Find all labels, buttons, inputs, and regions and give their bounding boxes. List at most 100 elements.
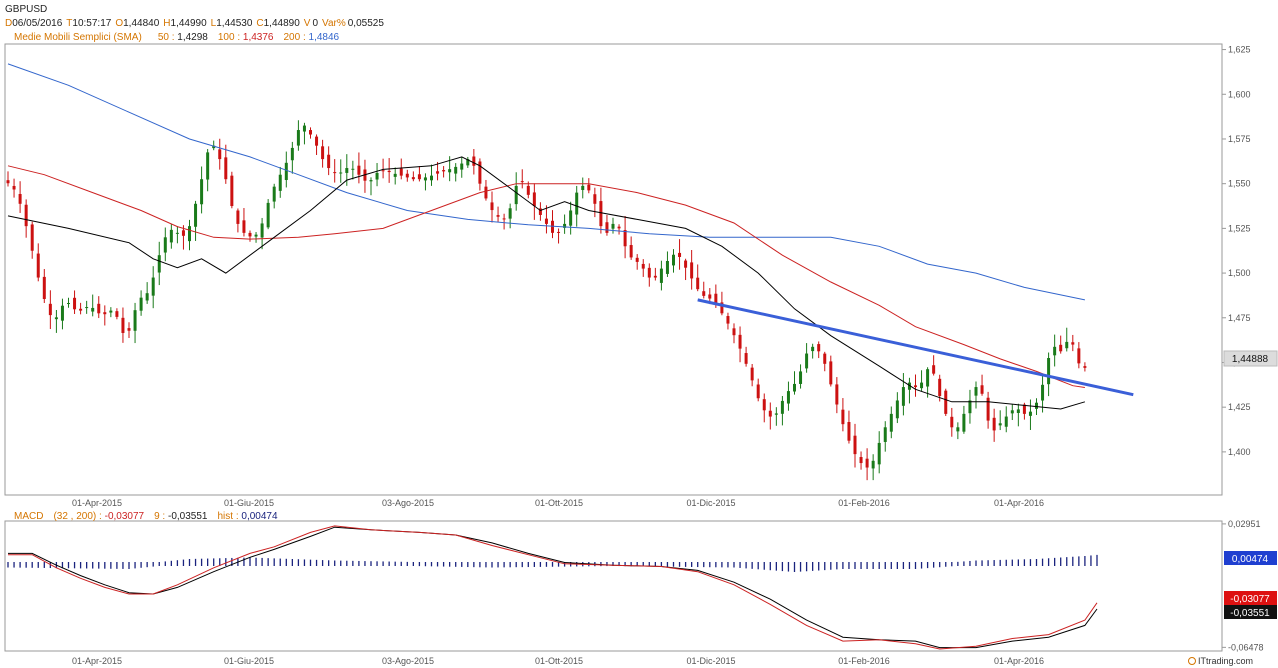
x-tick-label: 03-Ago-2015 <box>382 656 434 666</box>
candle <box>907 377 911 404</box>
candle <box>369 177 373 196</box>
candle <box>914 374 917 397</box>
candle <box>587 178 591 194</box>
candle <box>732 323 736 344</box>
candle <box>665 251 669 277</box>
candle <box>109 307 113 318</box>
candle <box>79 302 83 315</box>
macd-legend: MACD (32 , 200) : -0,03077 9 : -0,03551 his… <box>14 511 278 522</box>
candle <box>883 421 887 452</box>
candle <box>944 388 948 416</box>
var-key: Var% <box>322 18 346 29</box>
candle <box>127 322 131 339</box>
candle <box>744 346 748 367</box>
trendline[interactable] <box>697 298 1134 397</box>
candle <box>901 373 905 416</box>
candle <box>684 258 688 281</box>
candle <box>829 355 833 387</box>
candle <box>1016 403 1020 427</box>
candle <box>877 431 881 474</box>
x-tick-label: 01-Apr-2016 <box>994 498 1044 508</box>
open-value: 1,44840 <box>123 18 160 29</box>
last-price-tag-bg <box>1223 350 1278 367</box>
signal-value: -0,03551 <box>168 511 208 522</box>
sma100-line <box>7 165 1085 388</box>
candle <box>859 451 863 470</box>
candle <box>363 159 367 193</box>
candle <box>569 201 573 235</box>
candle <box>60 298 64 330</box>
candle <box>115 308 119 320</box>
candle <box>823 351 827 372</box>
candle <box>242 208 246 237</box>
candle <box>696 264 700 292</box>
candle <box>780 395 784 426</box>
date-key: D <box>5 18 12 29</box>
candle <box>175 226 179 244</box>
candle <box>387 158 391 183</box>
hist-label: hist <box>217 511 233 522</box>
candle <box>121 307 125 343</box>
date-value: 06/05/2016 <box>12 18 62 29</box>
candle <box>103 305 107 326</box>
candle <box>478 158 482 191</box>
candle <box>520 169 524 189</box>
y-tick-label: 1,525 <box>1228 223 1251 233</box>
candle <box>472 149 476 175</box>
candle <box>992 408 996 442</box>
macd-line <box>8 525 1098 650</box>
candle <box>641 259 645 277</box>
volume-key: V <box>304 18 311 29</box>
axes: 1,6251,6001,5751,5501,5251,5001,4751,450… <box>72 45 1264 666</box>
candle <box>835 377 839 414</box>
price-plot <box>6 63 1134 481</box>
macd-tag: -0,03077 <box>1230 594 1270 605</box>
candle <box>623 215 627 259</box>
y-tick-label: 1,575 <box>1228 134 1251 144</box>
candle <box>502 213 506 230</box>
candle <box>1028 399 1032 430</box>
candle <box>768 402 772 430</box>
candle <box>786 381 790 411</box>
candle <box>659 260 663 291</box>
candle <box>817 341 821 359</box>
candle <box>6 171 10 187</box>
candle <box>557 228 561 244</box>
candle <box>678 239 682 270</box>
time-key: T <box>66 18 72 29</box>
candle <box>672 249 675 273</box>
candle <box>889 406 893 439</box>
x-tick-label: 01-Giu-2015 <box>224 498 274 508</box>
candle <box>1059 335 1063 354</box>
candle <box>194 200 198 241</box>
candle <box>593 187 597 218</box>
candle <box>1071 334 1075 352</box>
candle <box>938 374 942 402</box>
candle <box>466 156 470 168</box>
candle <box>690 249 694 290</box>
candle <box>986 391 990 429</box>
candle <box>12 178 16 198</box>
high-value: 1,44990 <box>171 18 208 29</box>
candle <box>266 199 270 230</box>
sma200-value: 1,4846 <box>309 32 340 43</box>
candle <box>278 166 282 198</box>
candle <box>865 448 869 481</box>
candle <box>532 183 536 220</box>
signal-line <box>8 526 1098 649</box>
candle <box>218 138 222 170</box>
candle <box>484 179 488 201</box>
candle <box>230 171 234 209</box>
candle <box>67 297 70 308</box>
candle <box>206 149 210 192</box>
candle <box>647 263 651 287</box>
candle <box>423 173 427 191</box>
candle <box>188 219 191 251</box>
candle <box>254 232 258 243</box>
macd-value: -0,03077 <box>105 511 145 522</box>
candle <box>611 217 615 234</box>
candle <box>1065 327 1069 352</box>
close-key: C <box>256 18 263 29</box>
candle <box>181 225 185 250</box>
candle <box>248 230 252 242</box>
